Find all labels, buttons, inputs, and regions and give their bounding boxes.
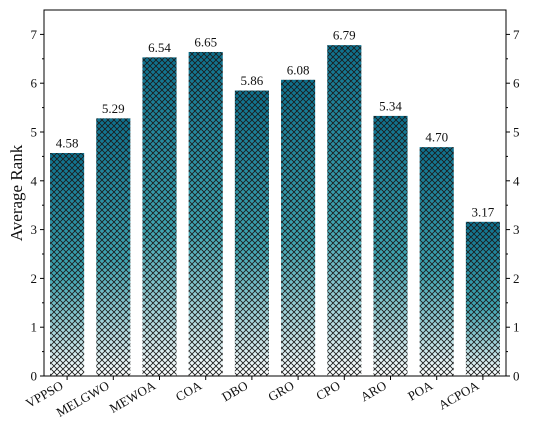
y-tick-label: 4 xyxy=(31,173,38,188)
bar-value-label: 6.65 xyxy=(194,34,217,49)
y-tick-label-right: 2 xyxy=(513,271,520,286)
bar-hatch xyxy=(49,151,86,377)
bar-value-label: 5.34 xyxy=(379,98,402,113)
bar-value-label: 6.08 xyxy=(287,62,310,77)
x-tick-label: COA xyxy=(173,377,205,404)
bar-poa xyxy=(418,146,455,377)
y-tick-label-right: 5 xyxy=(513,125,520,140)
x-tick-label: MELGWO xyxy=(54,378,112,420)
y-tick-label: 3 xyxy=(31,222,38,237)
y-tick-label: 5 xyxy=(31,125,38,140)
y-tick-label-right: 3 xyxy=(513,222,520,237)
y-axis-title: Average Rank xyxy=(7,144,26,241)
y-tick-label: 6 xyxy=(31,76,38,91)
y-tick-label-right: 4 xyxy=(513,173,520,188)
plot-frame xyxy=(43,9,507,377)
y-tick-label: 7 xyxy=(31,27,38,42)
bar-dbo xyxy=(233,89,270,377)
bar-coa xyxy=(187,50,224,377)
bar-value-label: 4.58 xyxy=(56,135,79,150)
y-tick-label-right: 1 xyxy=(513,320,520,335)
bar-hatch xyxy=(418,146,455,377)
x-tick-label: CPO xyxy=(313,378,342,404)
y-tick-label: 2 xyxy=(31,271,38,286)
bar-gro xyxy=(280,78,317,377)
y-tick-label: 1 xyxy=(31,320,38,335)
y-tick-label-right: 6 xyxy=(513,76,520,91)
x-tick-label: MEWOA xyxy=(107,377,159,416)
bar-mewoa xyxy=(141,56,178,377)
x-tick-label: ARO xyxy=(358,378,389,405)
bar-hatch xyxy=(372,114,409,377)
x-tick-label: GRO xyxy=(265,378,296,405)
x-tick-label: ACPOA xyxy=(436,377,482,412)
bar-hatch xyxy=(141,56,178,377)
bar-value-label: 3.17 xyxy=(472,204,495,219)
bar-value-label: 5.29 xyxy=(102,101,125,116)
y-tick-label-right: 7 xyxy=(513,27,520,42)
bar-hatch xyxy=(326,44,363,377)
bar-hatch xyxy=(233,89,270,377)
bar-hatch xyxy=(187,50,224,377)
bar-value-label: 6.54 xyxy=(148,40,171,55)
bar-vppso xyxy=(49,151,86,377)
y-tick-label-right: 0 xyxy=(513,369,520,384)
bar-value-label: 5.86 xyxy=(241,73,264,88)
y-tick-label: 0 xyxy=(31,369,38,384)
bar-aro xyxy=(372,114,409,377)
bar-value-label: 4.70 xyxy=(425,130,448,145)
x-tick-label: DBO xyxy=(219,378,250,405)
x-tick-label: POA xyxy=(405,377,436,403)
bar-hatch xyxy=(280,78,317,377)
bar-hatch xyxy=(464,220,501,377)
bar-cpo xyxy=(326,44,363,377)
bar-hatch xyxy=(95,117,132,377)
bar-value-label: 6.79 xyxy=(333,28,356,43)
bar-melgwo xyxy=(95,117,132,377)
bar-acpoa xyxy=(464,220,501,377)
